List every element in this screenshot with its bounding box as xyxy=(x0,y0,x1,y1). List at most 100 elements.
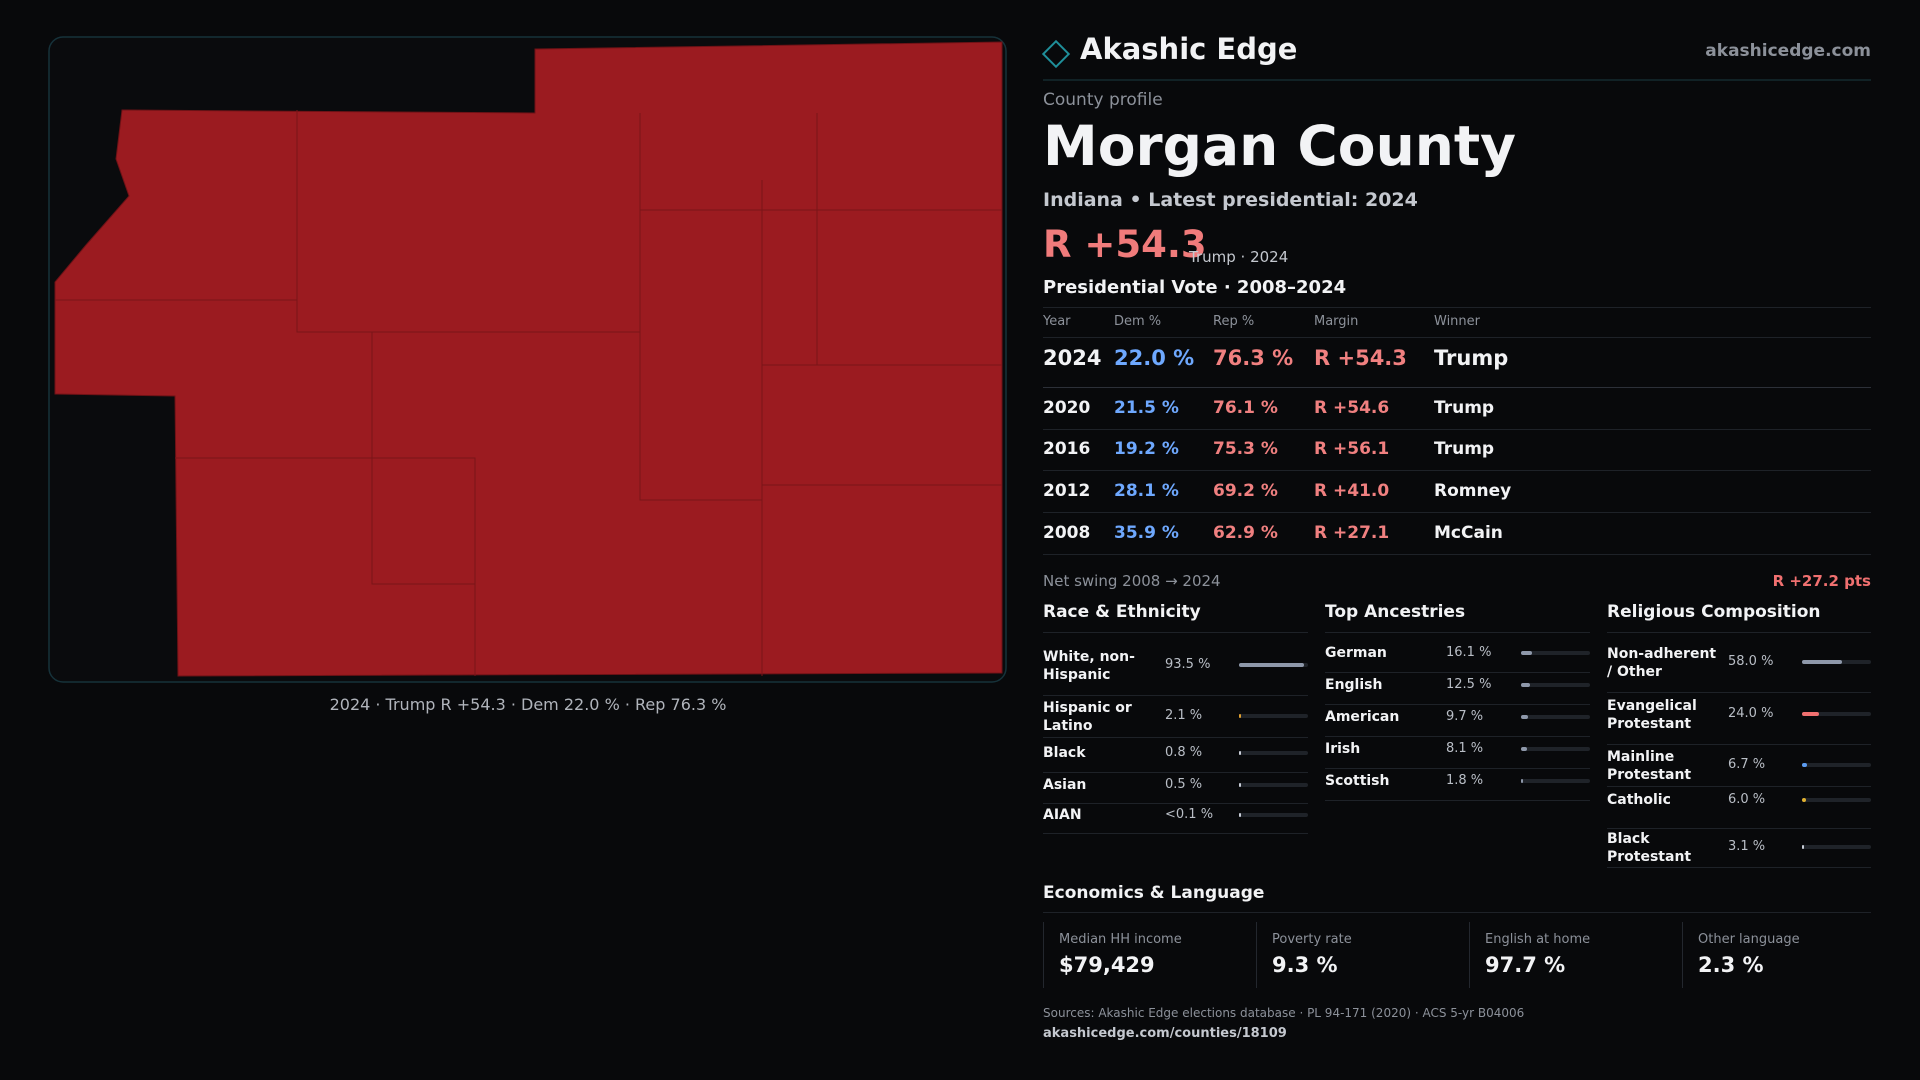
row-value: 6.0 % xyxy=(1728,792,1766,807)
column-header: Rep % xyxy=(1213,314,1255,329)
econ-label: Other language xyxy=(1698,932,1800,947)
county-title: Morgan County xyxy=(1043,114,1517,178)
bar-track xyxy=(1802,660,1871,664)
econ-cell: English at home 97.7 % xyxy=(1469,922,1682,988)
subtitle: Indiana • Latest presidential: 2024 xyxy=(1043,189,1418,211)
bar xyxy=(1521,651,1533,655)
row-label: American xyxy=(1325,709,1400,725)
rule xyxy=(1607,632,1871,633)
econ-cell: Median HH income $79,429 xyxy=(1043,922,1256,988)
vote-cell: 69.2 % xyxy=(1213,481,1278,501)
rule xyxy=(1043,337,1871,338)
row-label: Catholic xyxy=(1607,792,1671,808)
row-value: 0.5 % xyxy=(1165,777,1203,792)
row-label: German xyxy=(1325,645,1387,661)
vote-cell: Trump xyxy=(1434,346,1509,370)
url: akashicedge.com/counties/18109 xyxy=(1043,1026,1287,1041)
bar xyxy=(1239,783,1241,787)
row-label: Mainline Protestant xyxy=(1607,749,1692,783)
vote-cell: 22.0 % xyxy=(1114,346,1195,370)
vote-cell: Trump xyxy=(1434,398,1495,418)
bar-track xyxy=(1521,747,1590,751)
bar xyxy=(1802,763,1807,767)
row-value: 2.1 % xyxy=(1165,708,1203,723)
rule xyxy=(1043,737,1308,738)
vote-cell: 28.1 % xyxy=(1114,481,1179,501)
row-label: Black xyxy=(1043,745,1086,761)
rule xyxy=(1043,387,1871,388)
row-value: 3.1 % xyxy=(1728,839,1766,854)
bar xyxy=(1802,660,1843,664)
map-caption: 2024 · Trump R +54.3 · Dem 22.0 % · Rep … xyxy=(330,695,727,714)
econ-value: 9.3 % xyxy=(1272,953,1338,977)
rule xyxy=(1043,429,1871,430)
row-label: Asian xyxy=(1043,777,1087,793)
row-label: Black Protestant xyxy=(1607,831,1692,865)
bar-track xyxy=(1239,783,1308,787)
econ-value: $79,429 xyxy=(1059,953,1155,977)
logo xyxy=(1041,39,1071,69)
column-header: Winner xyxy=(1434,314,1481,329)
row-value: 1.8 % xyxy=(1446,773,1484,788)
row-value: 24.0 % xyxy=(1728,706,1774,721)
margin-note: Trump · 2024 xyxy=(1189,248,1289,266)
swing-value: R +27.2 pts xyxy=(1772,572,1871,590)
vote-cell: 19.2 % xyxy=(1114,439,1179,459)
kicker: County profile xyxy=(1043,90,1163,110)
bar xyxy=(1239,813,1241,817)
rule xyxy=(1043,632,1308,633)
econ-value: 2.3 % xyxy=(1698,953,1764,977)
row-value: 16.1 % xyxy=(1446,645,1492,660)
sources: Sources: Akashic Edge elections database… xyxy=(1043,1006,1525,1020)
bar xyxy=(1802,798,1807,802)
rule xyxy=(1043,512,1871,513)
bar-track xyxy=(1802,712,1871,716)
vote-cell: 21.5 % xyxy=(1114,398,1179,418)
rule xyxy=(1043,695,1308,696)
bar-track xyxy=(1239,813,1308,817)
bar xyxy=(1239,714,1241,718)
vote-cell: 76.3 % xyxy=(1213,346,1294,370)
econ-label: Median HH income xyxy=(1059,932,1182,947)
vote-cell: 35.9 % xyxy=(1114,523,1179,543)
bar-track xyxy=(1521,651,1590,655)
rule xyxy=(1043,307,1871,308)
row-label: AIAN xyxy=(1043,807,1082,823)
row-label: English xyxy=(1325,677,1383,693)
vote-cell: R +27.1 xyxy=(1314,523,1390,543)
county-shape xyxy=(54,41,1003,677)
bar-track xyxy=(1802,845,1871,849)
row-value: 58.0 % xyxy=(1728,654,1774,669)
bar xyxy=(1521,779,1523,783)
bar-track xyxy=(1521,779,1590,783)
swing-label: Net swing 2008 → 2024 xyxy=(1043,572,1221,590)
column-header: Margin xyxy=(1314,314,1359,329)
rule xyxy=(1043,470,1871,471)
bar xyxy=(1802,845,1805,849)
vote-cell: 2012 xyxy=(1043,481,1091,501)
rule xyxy=(1043,554,1871,555)
map-boundaries xyxy=(55,110,1002,676)
section-title: Religious Composition xyxy=(1607,602,1821,622)
rule xyxy=(1607,786,1871,787)
row-label: Evangelical Protestant xyxy=(1607,698,1697,732)
bar-track xyxy=(1239,663,1308,667)
row-label: White, non-Hispanic xyxy=(1043,649,1135,683)
vote-cell: 62.9 % xyxy=(1213,523,1278,543)
rule xyxy=(1325,768,1590,769)
bar xyxy=(1239,751,1241,755)
bar-track xyxy=(1239,751,1308,755)
headline-margin: R +54.3 xyxy=(1043,223,1207,266)
bar-track xyxy=(1802,798,1871,802)
vote-cell: 2016 xyxy=(1043,439,1091,459)
econ-cell: Poverty rate 9.3 % xyxy=(1256,922,1469,988)
bar xyxy=(1239,663,1304,667)
econ-label: English at home xyxy=(1485,932,1591,947)
vote-cell: 2020 xyxy=(1043,398,1091,418)
bar-track xyxy=(1802,763,1871,767)
rule xyxy=(1607,744,1871,745)
econ-cell: Other language 2.3 % xyxy=(1682,922,1895,988)
vote-title: Presidential Vote · 2008–2024 xyxy=(1043,277,1347,298)
